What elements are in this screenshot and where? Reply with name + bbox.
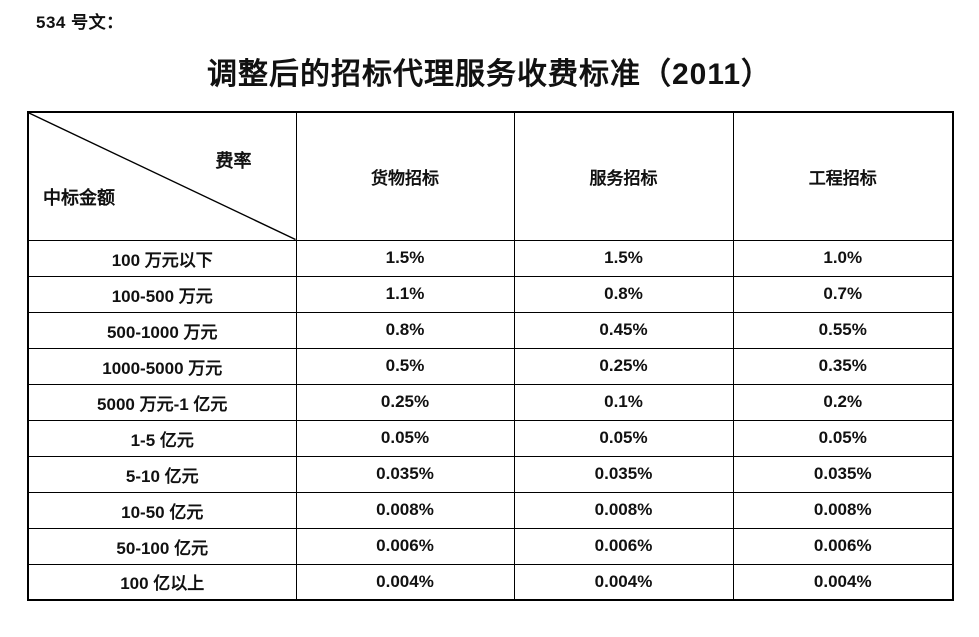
table-row: 500-1000 万元 0.8% 0.45% 0.55% [27, 311, 954, 349]
doc-number-label: 534 号文： [36, 13, 124, 32]
amount-cell: 5000 万元-1 亿元 [27, 383, 297, 421]
table-row: 100-500 万元 1.1% 0.8% 0.7% [27, 275, 954, 313]
amount-cell: 100 亿以上 [27, 563, 297, 601]
amount-cell: 10-50 亿元 [27, 491, 297, 529]
rate-cell: 0.006% [295, 527, 515, 565]
rate-cell: 0.008% [513, 491, 734, 529]
document-page: 534 号文： 调整后的招标代理服务收费标准（2011） 费率 中标金额 货物招… [0, 8, 979, 601]
table-row: 5000 万元-1 亿元 0.25% 0.1% 0.2% [27, 383, 954, 421]
rate-cell: 0.1% [513, 383, 734, 421]
rate-cell: 0.008% [732, 491, 954, 529]
amount-cell: 100-500 万元 [27, 275, 297, 313]
diagonal-divider-line [29, 113, 296, 240]
rate-cell: 1.5% [513, 239, 734, 277]
corner-label-amount: 中标金额 [43, 187, 115, 208]
rate-cell: 0.5% [295, 347, 515, 385]
rate-cell: 0.25% [295, 383, 515, 421]
rate-cell: 0.35% [732, 347, 954, 385]
rate-cell: 0.008% [295, 491, 515, 529]
amount-cell: 50-100 亿元 [27, 527, 297, 565]
rate-cell: 0.05% [513, 419, 734, 457]
rate-cell: 0.006% [732, 527, 954, 565]
rate-cell: 0.05% [732, 419, 954, 457]
rate-cell: 0.004% [732, 563, 954, 601]
page-title: 调整后的招标代理服务收费标准（2011） [206, 58, 773, 91]
table-row: 100 万元以下 1.5% 1.5% 1.0% [27, 239, 954, 277]
rate-cell: 0.035% [732, 455, 954, 493]
rate-cell: 1.0% [732, 239, 954, 277]
amount-cell: 1000-5000 万元 [27, 347, 297, 385]
rate-cell: 0.05% [295, 419, 515, 457]
corner-label-rate: 费率 [215, 151, 252, 171]
fee-rate-table: 费率 中标金额 货物招标 服务招标 工程招标 100 万元以下 1.5% 1.5% 1… [27, 111, 954, 601]
rate-cell: 0.45% [513, 311, 734, 349]
column-header-engineering: 工程招标 [732, 111, 954, 241]
rate-cell: 0.035% [295, 455, 515, 493]
rate-cell: 0.7% [732, 275, 954, 313]
table-row: 10-50 亿元 0.008% 0.008% 0.008% [27, 491, 954, 529]
rate-cell: 0.006% [513, 527, 734, 565]
table-header-row: 费率 中标金额 货物招标 服务招标 工程招标 [27, 111, 954, 241]
column-header-services: 服务招标 [513, 111, 734, 241]
table-row: 5-10 亿元 0.035% 0.035% 0.035% [27, 455, 954, 493]
rate-cell: 0.8% [513, 275, 734, 313]
table-row: 1000-5000 万元 0.5% 0.25% 0.35% [27, 347, 954, 385]
amount-cell: 1-5 亿元 [27, 419, 297, 457]
rate-cell: 1.5% [295, 239, 515, 277]
rate-cell: 0.8% [295, 311, 515, 349]
table-row: 1-5 亿元 0.05% 0.05% 0.05% [27, 419, 954, 457]
rate-cell: 0.25% [513, 347, 734, 385]
rate-cell: 0.004% [513, 563, 734, 601]
amount-cell: 500-1000 万元 [27, 311, 297, 349]
table-row: 100 亿以上 0.004% 0.004% 0.004% [27, 563, 954, 601]
amount-cell: 100 万元以下 [27, 239, 297, 277]
rate-cell: 0.55% [732, 311, 954, 349]
rate-cell: 0.2% [732, 383, 954, 421]
column-header-goods: 货物招标 [295, 111, 515, 241]
rate-cell: 0.004% [295, 563, 515, 601]
amount-cell: 5-10 亿元 [27, 455, 297, 493]
rate-cell: 0.035% [513, 455, 734, 493]
rate-cell: 1.1% [295, 275, 515, 313]
table-row: 50-100 亿元 0.006% 0.006% 0.006% [27, 527, 954, 565]
diagonal-header-cell: 费率 中标金额 [27, 111, 297, 241]
